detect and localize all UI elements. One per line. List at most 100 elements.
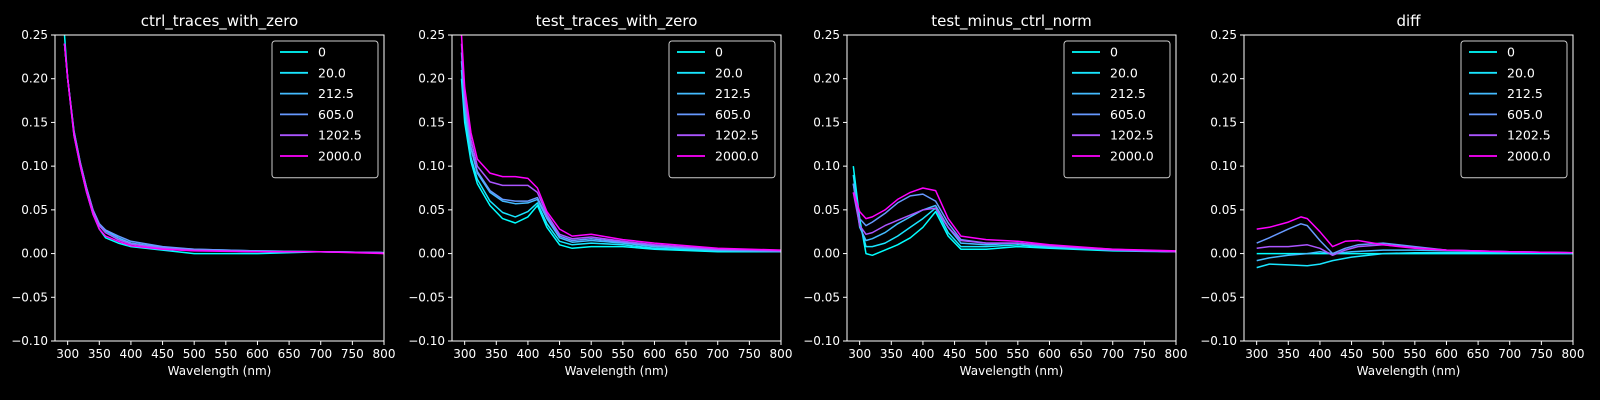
legend-entry-label: 2000.0 — [1110, 149, 1154, 164]
x-tick-label: 350 — [1277, 347, 1300, 361]
x-tick-label: 300 — [453, 347, 476, 361]
chart-title: test_minus_ctrl_norm — [931, 12, 1092, 31]
y-tick-label: 0.00 — [813, 247, 840, 261]
y-tick-label: −0.10 — [408, 334, 445, 348]
x-tick-label: 800 — [770, 347, 793, 361]
x-tick-label: 550 — [1403, 347, 1426, 361]
series-lines — [460, 35, 781, 253]
y-tick-label: 0.05 — [418, 203, 445, 217]
series-line-6 — [1256, 216, 1573, 254]
x-tick-label: 700 — [706, 347, 729, 361]
legend-entry-label: 605.0 — [1110, 107, 1146, 122]
x-tick-label: 750 — [1530, 347, 1553, 361]
y-tick-label: −0.10 — [1200, 334, 1237, 348]
x-axis-label: Wavelength (nm) — [565, 364, 669, 378]
x-tick-label: 800 — [1165, 347, 1188, 361]
chart-panel-1: ctrl_traces_with_zero 300 350 400 450 500 550 6… — [11, 12, 395, 378]
plot-frame — [54, 34, 385, 342]
y-tick-label: −0.10 — [803, 334, 840, 348]
x-tick-label: 700 — [1498, 347, 1521, 361]
y-tick-label: 0.25 — [418, 28, 445, 42]
x-tick-label: 500 — [1372, 347, 1395, 361]
legend-box — [271, 40, 379, 179]
y-tick-label: 0.10 — [1210, 159, 1237, 173]
series-line-2 — [1256, 251, 1573, 269]
x-tick-label: 700 — [1101, 347, 1124, 361]
series-line-6 — [460, 35, 781, 251]
x-tick-label: 400 — [516, 347, 539, 361]
x-tick-label: 450 — [548, 347, 571, 361]
chart-panel-4: diff 300 350 400 450 500 550 600 650 700 750 800 −0.… — [1200, 12, 1584, 378]
legend-entry-label: 212.5 — [1507, 86, 1543, 101]
plot-frame — [451, 34, 782, 342]
x-tick-label: 700 — [309, 347, 332, 361]
x-tick-label: 750 — [341, 347, 364, 361]
x-tick-label: 750 — [738, 347, 761, 361]
x-tick-label: 600 — [1435, 347, 1458, 361]
legend-entry-label: 2000.0 — [1507, 149, 1551, 164]
legend-entry-label: 212.5 — [1110, 86, 1146, 101]
series-lines — [63, 35, 384, 255]
x-tick-label: 400 — [911, 347, 934, 361]
y-tick-label: 0.20 — [21, 72, 48, 86]
x-tick-label: 600 — [643, 347, 666, 361]
x-tick-label: 600 — [1038, 347, 1061, 361]
chart-panel-3: test_minus_ctrl_norm 300 350 400 450 500 550 60… — [803, 12, 1187, 378]
series-line-6 — [63, 43, 384, 255]
x-tick-label: 400 — [119, 347, 142, 361]
plot-frame — [1243, 34, 1574, 342]
series-line-1 — [460, 78, 781, 253]
x-tick-label: 450 — [1340, 347, 1363, 361]
y-tick-label: 0.20 — [418, 72, 445, 86]
series-lines — [1256, 216, 1573, 269]
legend-box — [1460, 40, 1568, 179]
x-axis-label: Wavelength (nm) — [168, 364, 272, 378]
series-line-2 — [852, 174, 1176, 253]
legend: 0 20.0 212.5 605.0 1202.5 2000.0 — [271, 40, 379, 179]
legend-entry-label: 1202.5 — [1110, 128, 1154, 143]
y-tick-label: 0.10 — [418, 159, 445, 173]
y-tick-label: 0.10 — [21, 159, 48, 173]
legend-entry-label: 212.5 — [318, 86, 354, 101]
x-tick-label: 350 — [485, 347, 508, 361]
y-tick-label: 0.25 — [1210, 28, 1237, 42]
legend-entry-label: 0 — [1110, 45, 1118, 60]
y-tick-label: 0.20 — [813, 72, 840, 86]
x-tick-label: 600 — [246, 347, 269, 361]
legend-entry-label: 20.0 — [715, 65, 743, 80]
series-line-2 — [460, 69, 781, 253]
chart-panel-2: test_traces_with_zero 300 350 400 450 500 550 6… — [408, 12, 792, 378]
chart-title: test_traces_with_zero — [536, 12, 698, 31]
legend-entry-label: 605.0 — [715, 107, 751, 122]
legend-entry-label: 2000.0 — [318, 149, 362, 164]
x-tick-label: 350 — [88, 347, 111, 361]
legend-entry-label: 1202.5 — [715, 128, 759, 143]
legend: 0 20.0 212.5 605.0 1202.5 2000.0 — [1460, 40, 1568, 179]
x-tick-label: 800 — [373, 347, 396, 361]
legend-entry-label: 605.0 — [318, 107, 354, 122]
y-tick-label: 0.15 — [1210, 115, 1237, 129]
chart-title: ctrl_traces_with_zero — [141, 12, 298, 31]
plot-frame — [846, 34, 1177, 342]
x-tick-label: 450 — [943, 347, 966, 361]
legend-entry-label: 1202.5 — [1507, 128, 1551, 143]
legend-entry-label: 20.0 — [1507, 65, 1535, 80]
x-tick-label: 650 — [1467, 347, 1490, 361]
series-line-4 — [1256, 223, 1573, 255]
y-tick-label: −0.10 — [11, 334, 48, 348]
y-tick-label: 0.05 — [813, 203, 840, 217]
series-line-6 — [852, 187, 1176, 252]
legend-entry-label: 605.0 — [1507, 107, 1543, 122]
legend-box — [668, 40, 776, 179]
legend-box — [1063, 40, 1171, 179]
y-tick-label: 0.25 — [21, 28, 48, 42]
x-tick-label: 300 — [848, 347, 871, 361]
y-tick-label: 0.00 — [1210, 247, 1237, 261]
x-tick-label: 400 — [1308, 347, 1331, 361]
x-tick-label: 500 — [975, 347, 998, 361]
legend-entry-label: 0 — [1507, 45, 1515, 60]
series-line-4 — [460, 52, 781, 252]
series-lines — [852, 166, 1176, 257]
legend-entry-label: 2000.0 — [715, 149, 759, 164]
legend-entry-label: 0 — [715, 45, 723, 60]
